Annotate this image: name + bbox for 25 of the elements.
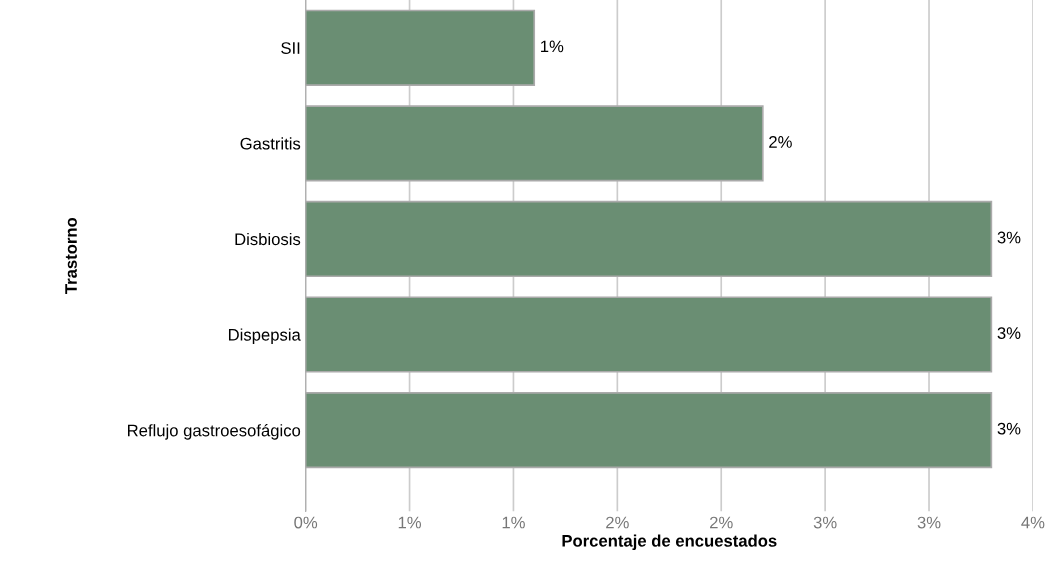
x-axis-title: Porcentaje de encuestados (562, 534, 777, 551)
bar (305, 9, 536, 86)
bar (305, 391, 993, 469)
data-label: 3% (997, 231, 1021, 244)
bar (305, 200, 993, 278)
y-axis-title: Trastorno (65, 217, 77, 294)
y-tick-label: Gastritis (240, 137, 301, 150)
y-tick-label: Disbiosis (235, 232, 301, 246)
data-label: 3% (997, 422, 1021, 435)
data-label: 3% (997, 327, 1021, 339)
x-tick-label: 1% (398, 516, 422, 529)
bar (305, 296, 993, 373)
x-tick-label: 4% (1021, 516, 1045, 529)
x-tick-label: 2% (710, 516, 733, 529)
y-tick-label: SII (281, 42, 300, 54)
y-tick-label: Reflujo gastroesofágico (128, 423, 301, 440)
data-label: 1% (541, 40, 564, 53)
x-tick-label: 1% (502, 516, 525, 529)
x-tick-label: 0% (294, 516, 318, 529)
bar (305, 105, 764, 182)
y-tick-label: Dispepsia (228, 328, 301, 345)
x-tick-label: 3% (813, 516, 837, 529)
x-tick-label: 2% (606, 516, 629, 529)
data-label: 2% (769, 136, 792, 148)
x-tick-label: 3% (917, 516, 941, 529)
